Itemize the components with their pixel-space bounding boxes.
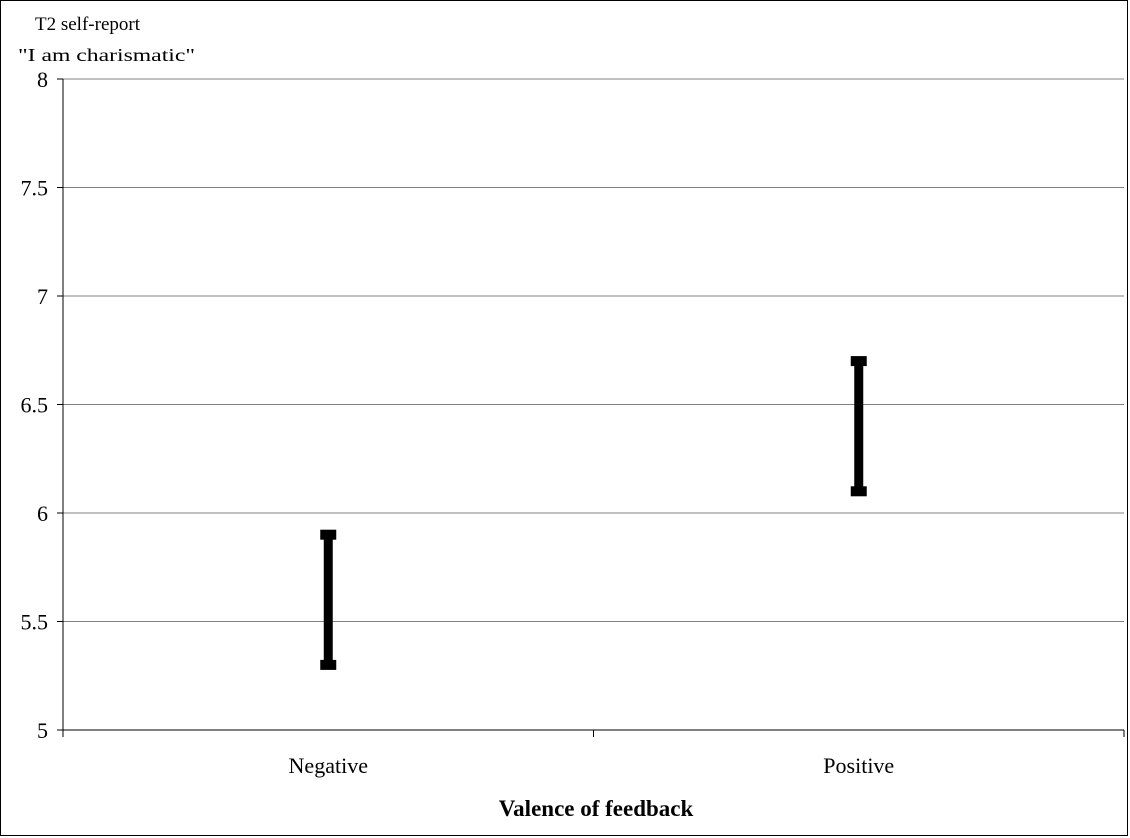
x-category-label-positive: Positive bbox=[823, 753, 894, 778]
y-axis-label-line-1: T2 self-report bbox=[35, 14, 141, 35]
error-bar-cap-high bbox=[850, 356, 867, 367]
y-tick-label: 7 bbox=[37, 284, 48, 309]
error-bar-cap-low bbox=[320, 659, 337, 670]
error-bars bbox=[320, 356, 867, 670]
error-bar-cap-low bbox=[850, 486, 867, 497]
grid-lines bbox=[63, 78, 1124, 622]
y-axis-label-line-2: "I am charismatic" bbox=[18, 45, 195, 65]
y-tick-label: 8 bbox=[37, 67, 48, 92]
y-tick-label: 6.5 bbox=[21, 393, 49, 418]
y-tick-label: 5 bbox=[37, 718, 48, 743]
y-tick-label: 5.5 bbox=[21, 610, 49, 635]
y-ticks: 5 5.5 6 6.5 7 7.5 8 bbox=[21, 67, 63, 743]
error-bar-negative bbox=[320, 529, 337, 670]
y-tick-label: 7.5 bbox=[21, 176, 49, 201]
x-ticks: Negative Positive bbox=[62, 730, 1125, 778]
y-tick-label: 6 bbox=[37, 501, 48, 526]
error-bar-positive bbox=[850, 356, 867, 497]
x-axis-title: Valence of feedback bbox=[499, 796, 694, 821]
x-category-label-negative: Negative bbox=[289, 753, 368, 778]
error-bar-cap-high bbox=[320, 529, 337, 540]
